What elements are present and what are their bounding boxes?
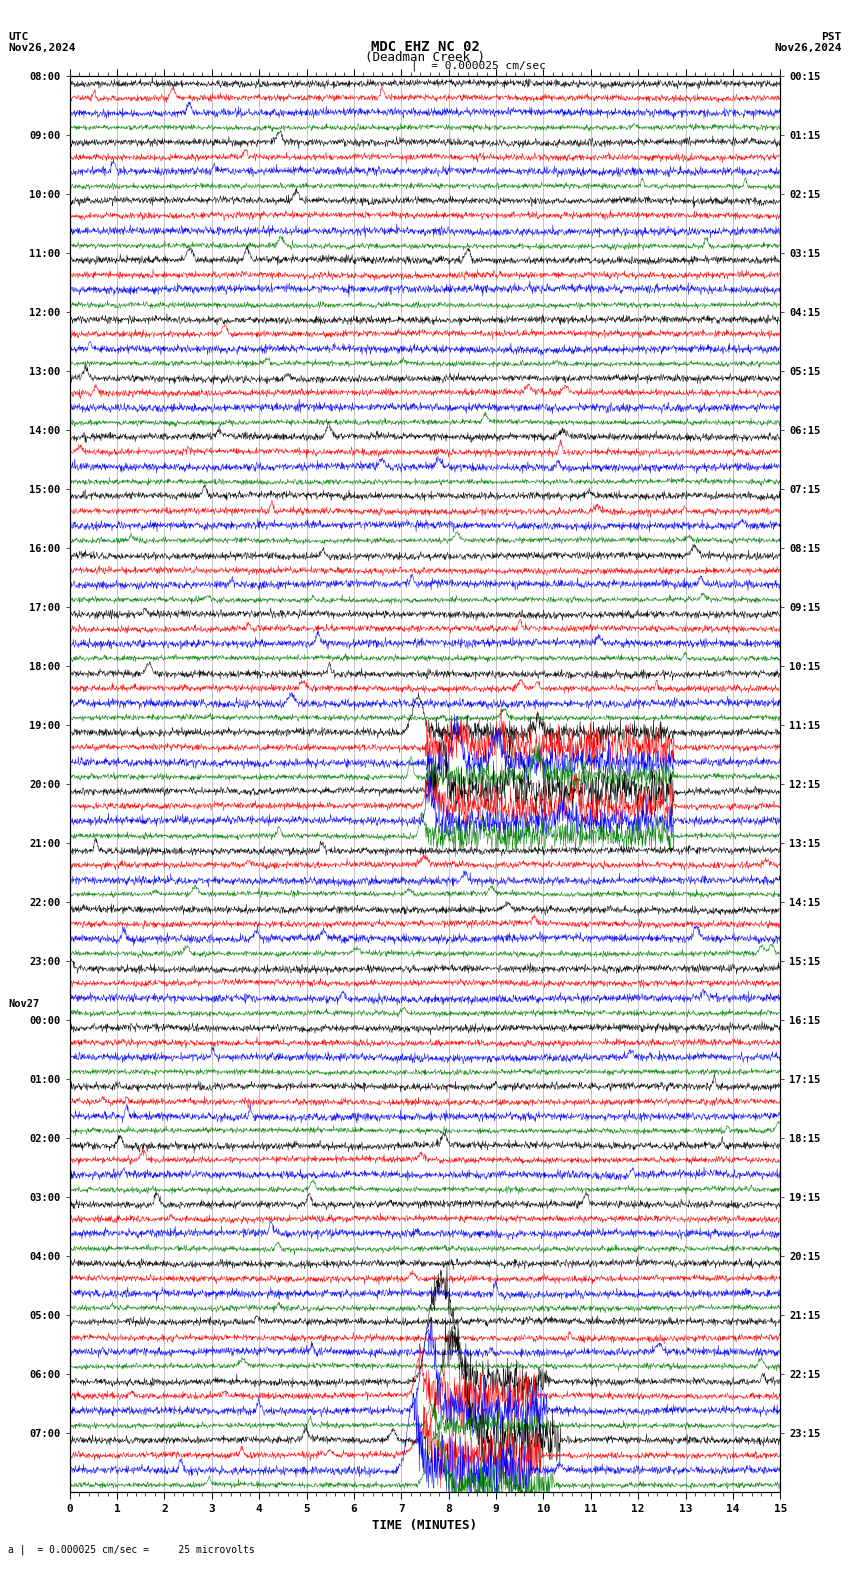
Text: MDC EHZ NC 02: MDC EHZ NC 02: [371, 40, 479, 54]
Text: PST: PST: [821, 32, 842, 41]
Text: a |  = 0.000025 cm/sec =     25 microvolts: a | = 0.000025 cm/sec = 25 microvolts: [8, 1544, 255, 1555]
Text: UTC: UTC: [8, 32, 29, 41]
Text: Nov26,2024: Nov26,2024: [8, 43, 76, 52]
Text: Nov26,2024: Nov26,2024: [774, 43, 842, 52]
Text: (Deadman Creek ): (Deadman Creek ): [365, 51, 485, 63]
Text: |  = 0.000025 cm/sec: | = 0.000025 cm/sec: [411, 60, 547, 71]
Text: Nov27: Nov27: [8, 1000, 40, 1009]
X-axis label: TIME (MINUTES): TIME (MINUTES): [372, 1519, 478, 1532]
